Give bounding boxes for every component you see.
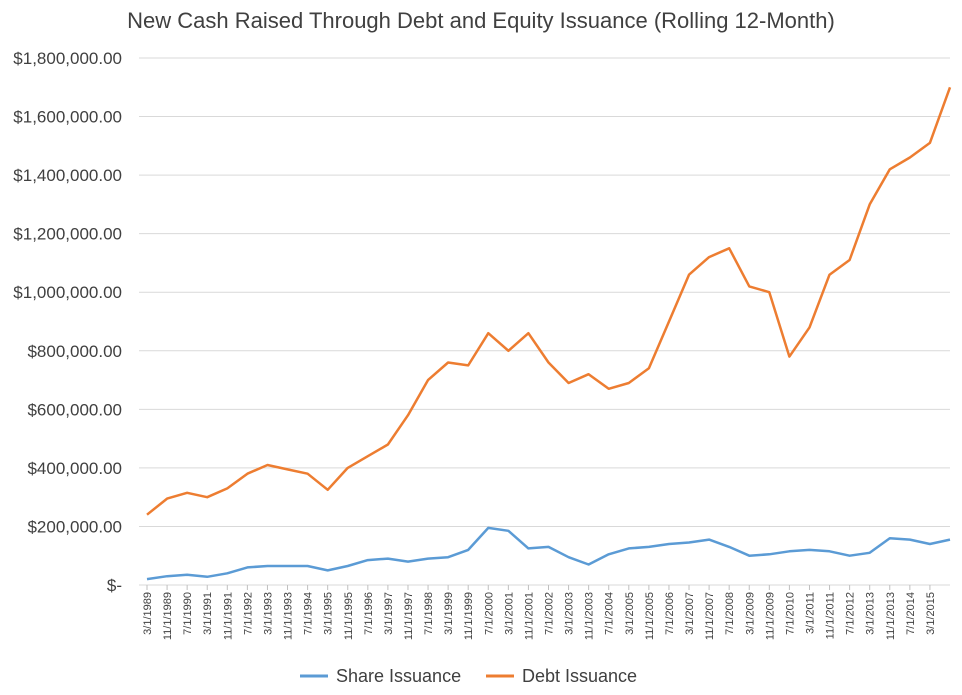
x-tick-label: 11/1/2013 [885, 592, 897, 640]
x-tick-label: 11/1/1995 [343, 592, 355, 640]
x-tick-label: 3/1/1993 [262, 592, 274, 635]
x-tick-label: 11/1/2007 [704, 592, 716, 640]
chart-title: New Cash Raised Through Debt and Equity … [127, 8, 835, 33]
x-tick-label: 7/1/1998 [423, 592, 435, 635]
x-tick-label: 3/1/1989 [142, 592, 154, 635]
y-tick-label: $1,200,000.00 [13, 225, 122, 244]
legend: Share Issuance Debt Issuance [300, 666, 637, 686]
y-tick-label: $1,000,000.00 [13, 283, 122, 302]
x-tick-label: 11/1/2009 [764, 592, 776, 640]
x-tick-label: 11/1/2001 [523, 592, 535, 640]
x-tick-label: 11/1/1999 [463, 592, 475, 640]
legend-label: Debt Issuance [522, 666, 637, 686]
x-tick-label: 7/1/2014 [905, 592, 917, 635]
y-tick-label: $200,000.00 [27, 517, 122, 536]
y-axis-ticks: $- $200,000.00 $400,000.00 $600,000.00 $800,… [13, 49, 122, 595]
x-tick-label: 3/1/2005 [624, 592, 636, 635]
x-tick-label: 3/1/1995 [323, 592, 335, 635]
series-lines [146, 86, 952, 581]
y-tick-label: $400,000.00 [27, 459, 122, 478]
x-tick-label: 7/1/2010 [784, 592, 796, 635]
x-tick-label: 11/1/2003 [584, 592, 596, 640]
legend-label: Share Issuance [336, 666, 461, 686]
y-tick-label: $1,800,000.00 [13, 49, 122, 68]
x-tick-label: 3/1/2001 [503, 592, 515, 635]
x-tick-label: 11/1/1997 [403, 592, 415, 640]
x-tick-label: 3/1/2007 [684, 592, 696, 635]
x-tick-label: 7/1/2004 [604, 592, 616, 635]
x-tick-label: 3/1/2015 [925, 592, 937, 635]
x-axis-ticks: 3/1/1989 11/1/1989 7/1/1990 3/1/1991 11/1/19… [142, 585, 937, 640]
x-tick-label: 3/1/1997 [383, 592, 395, 635]
x-tick-label: 3/1/2013 [865, 592, 877, 635]
series-line-debt-issuance [146, 86, 952, 516]
x-tick-label: 7/1/1990 [182, 592, 194, 635]
x-tick-label: 7/1/2000 [483, 592, 495, 635]
x-tick-label: 7/1/2012 [845, 592, 857, 635]
x-tick-label: 3/1/1999 [443, 592, 455, 635]
x-tick-label: 3/1/1991 [202, 592, 214, 635]
x-tick-label: 7/1/1992 [242, 592, 254, 635]
x-tick-label: 11/1/1991 [222, 592, 234, 640]
x-tick-label: 11/1/2005 [644, 592, 656, 640]
x-tick-label: 11/1/1993 [283, 592, 295, 640]
gridlines [139, 57, 950, 586]
x-tick-label: 7/1/2002 [544, 592, 556, 635]
y-tick-label: $- [107, 576, 122, 595]
x-tick-label: 11/1/2011 [825, 592, 837, 639]
x-tick-label: 7/1/1994 [303, 592, 315, 635]
x-tick-label: 3/1/2011 [804, 592, 816, 634]
x-tick-label: 3/1/2003 [564, 592, 576, 635]
x-tick-label: 7/1/1996 [363, 592, 375, 635]
x-tick-label: 11/1/1989 [162, 592, 174, 640]
x-tick-label: 7/1/2006 [664, 592, 676, 635]
x-tick-label: 7/1/2008 [724, 592, 736, 635]
y-tick-label: $800,000.00 [27, 342, 122, 361]
y-tick-label: $1,600,000.00 [13, 108, 122, 127]
y-tick-label: $600,000.00 [27, 400, 122, 419]
x-tick-label: 3/1/2009 [744, 592, 756, 635]
series-line-share-issuance [146, 526, 951, 581]
y-tick-label: $1,400,000.00 [13, 166, 122, 185]
